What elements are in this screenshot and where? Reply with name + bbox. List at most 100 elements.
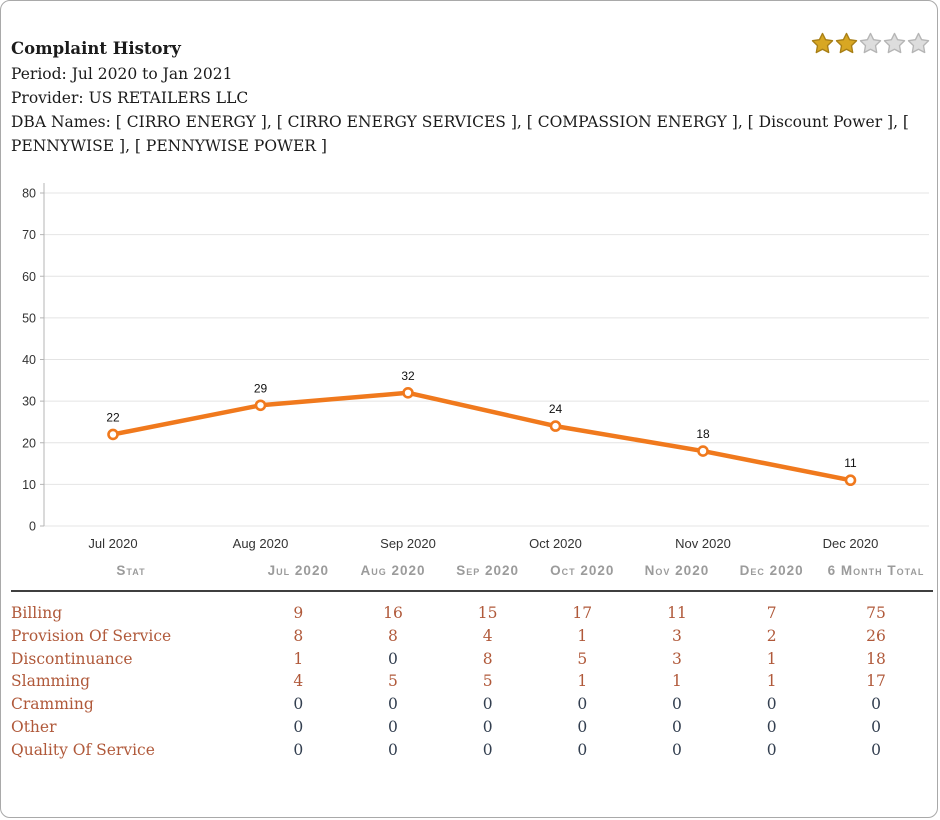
data-line — [110, 390, 853, 483]
column-header: Oct 2020 — [534, 557, 630, 592]
y-tick-label: 0 — [29, 520, 36, 534]
stat-value: 0 — [766, 695, 777, 714]
provider-value: US RETAILERS LLC — [88, 89, 249, 107]
data-point — [107, 428, 119, 441]
star-filled-icon — [835, 32, 858, 54]
column-header: Sep 2020 — [440, 557, 535, 592]
x-axis-label: Oct 2020 — [529, 536, 582, 551]
stat-value: 0 — [871, 695, 881, 714]
data-point-label: 24 — [549, 402, 563, 416]
stat-value: 0 — [388, 695, 398, 714]
stat-value: 0 — [482, 740, 493, 759]
data-point-label: 18 — [696, 427, 710, 441]
stat-value: 0 — [482, 717, 493, 736]
y-tick-label: 80 — [22, 187, 36, 201]
stat-category-label: Other — [11, 717, 57, 736]
stat-value: 0 — [871, 740, 881, 759]
y-tick-label: 50 — [22, 311, 36, 325]
complaints-table-wrap: Stat Jul 2020 Aug 2020 Sep 2020 Oct 2020 Nov … — [11, 557, 933, 761]
data-point — [844, 474, 857, 487]
column-header: Dec 2020 — [724, 557, 819, 592]
column-header: Jul 2020 — [251, 557, 346, 592]
stat-value: 4 — [293, 672, 304, 691]
column-header: 6 Month Total — [819, 557, 933, 592]
stat-value: 9 — [293, 604, 304, 622]
table-row: Slamming 4 5 5 1 1 1 17 — [11, 670, 933, 693]
dba-value: [ CIRRO ENERGY ], [ CIRRO ENERGY SERVICE… — [11, 113, 909, 155]
stat-value: 26 — [866, 626, 886, 645]
star-empty-icon — [907, 32, 930, 54]
dba-label: DBA Names: — [11, 113, 111, 131]
star-rating — [811, 32, 930, 55]
provider-label: Provider: — [11, 89, 84, 107]
stat-value: 7 — [766, 604, 777, 622]
stat-value: 0 — [871, 717, 881, 736]
period-label: Period: — [11, 65, 67, 83]
data-point-label: 11 — [844, 456, 857, 470]
stat-value: 11 — [667, 604, 687, 622]
table-header-row: Stat Jul 2020 Aug 2020 Sep 2020 Oct 2020 Nov … — [11, 557, 933, 592]
stat-value: 15 — [477, 604, 498, 622]
x-axis-label: Jul 2020 — [88, 536, 137, 551]
dba-line: DBA Names: [ CIRRO ENERGY ], [ CIRRO ENE… — [11, 110, 931, 158]
stat-value: 18 — [866, 649, 886, 668]
stat-value: 0 — [672, 717, 682, 736]
x-axis-label: Dec 2020 — [823, 536, 879, 551]
stat-category-label: Billing — [11, 604, 63, 622]
period-line: Period: Jul 2020 to Jan 2021 — [11, 62, 931, 86]
stat-value: 8 — [482, 649, 493, 668]
stat-category-label: Discontinuance — [11, 649, 133, 668]
stat-value: 0 — [577, 695, 588, 714]
x-axis-label: Nov 2020 — [675, 536, 731, 551]
column-header: Stat — [11, 557, 251, 592]
stat-value: 0 — [293, 717, 304, 736]
stat-value: 0 — [293, 740, 304, 759]
x-axis-label: Sep 2020 — [380, 536, 436, 551]
stat-value: 0 — [293, 695, 304, 714]
stat-category-label: Quality Of Service — [11, 740, 155, 759]
stat-category-label: Slamming — [11, 672, 91, 691]
stat-value: 0 — [577, 740, 588, 759]
stat-value: 5 — [388, 672, 398, 691]
data-point — [402, 387, 414, 399]
stat-value: 1 — [293, 649, 304, 668]
column-header: Aug 2020 — [345, 557, 441, 592]
table-row: Provision Of Service 8 8 4 1 3 2 26 — [11, 624, 933, 647]
stat-value: 2 — [766, 626, 777, 645]
stat-value: 17 — [866, 672, 886, 691]
data-point — [697, 445, 709, 457]
y-tick-label: 60 — [22, 270, 36, 284]
page-title: Complaint History — [11, 39, 181, 58]
data-point — [254, 399, 267, 412]
data-point-label: 22 — [106, 410, 120, 424]
table-row: Cramming 0 0 0 0 0 0 0 — [11, 693, 933, 716]
stat-value: 16 — [383, 604, 403, 622]
table-row: Other 0 0 0 0 0 0 0 — [11, 716, 933, 739]
star-empty-icon — [883, 32, 906, 54]
complaints-line-chart: 0 10 20 30 40 50 60 70 80 22 Jul 2020 29 Aug 2020 32 S… — [22, 183, 929, 551]
star-filled-icon — [811, 32, 834, 54]
stat-value: 17 — [572, 604, 593, 622]
stat-value: 0 — [766, 717, 777, 736]
table-row: Billing 9 16 15 17 11 7 75 — [11, 591, 933, 624]
stat-value: 0 — [482, 695, 493, 714]
stat-value: 8 — [388, 626, 398, 645]
stat-value: 5 — [482, 672, 493, 691]
x-axis-label: Aug 2020 — [233, 536, 289, 551]
stat-value: 0 — [388, 717, 398, 736]
stat-value: 1 — [577, 672, 588, 691]
star-empty-icon — [859, 32, 882, 54]
stat-value: 8 — [293, 626, 304, 645]
stat-category-label: Cramming — [11, 695, 94, 714]
complaints-table: Stat Jul 2020 Aug 2020 Sep 2020 Oct 2020 Nov … — [11, 557, 933, 761]
y-tick-label: 20 — [22, 436, 36, 450]
table-row: Discontinuance 1 0 8 5 3 1 18 — [11, 647, 933, 670]
stat-value: 3 — [672, 649, 682, 668]
stat-value: 1 — [766, 649, 777, 668]
y-tick-label: 30 — [22, 395, 36, 409]
data-point-label: 29 — [254, 381, 268, 395]
stat-value: 4 — [482, 626, 493, 645]
column-header: Nov 2020 — [629, 557, 725, 592]
stat-value: 0 — [577, 717, 588, 736]
